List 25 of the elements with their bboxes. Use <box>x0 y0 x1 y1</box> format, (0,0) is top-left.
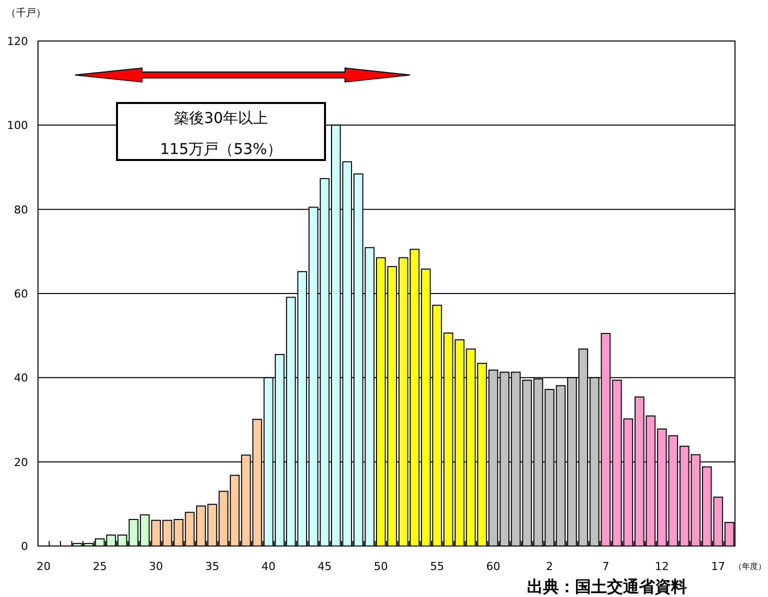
y-tick-label: 80 <box>14 203 28 216</box>
y-tick-label: 100 <box>7 119 28 132</box>
x-tick-label: 30 <box>149 560 164 573</box>
x-tick-label: 50 <box>374 560 388 573</box>
y-tick-label: 120 <box>7 35 28 48</box>
annotation: 115万戸（53%） <box>160 140 282 158</box>
y-axis-title: （千戸） <box>6 7 46 19</box>
x-tick-label: 7 <box>602 560 610 573</box>
x-tick-label: 12 <box>654 560 669 573</box>
y-tick-label: 0 <box>21 540 28 553</box>
y-tick-label: 60 <box>14 288 28 300</box>
x-tick-label: 60 <box>486 560 500 573</box>
y-tick-label: 20 <box>14 456 28 469</box>
x-tick-label: 40 <box>261 560 276 573</box>
annotation: 築後30年以上 <box>174 109 268 127</box>
source-note: 出典：国土交通省資料 <box>527 577 687 596</box>
x-tick-label: 25 <box>92 560 107 573</box>
x-tick-label: 20 <box>36 560 51 573</box>
x-tick-label: 55 <box>430 560 444 573</box>
x-tick-label: 2 <box>546 560 554 573</box>
x-tick-label: 35 <box>205 560 220 573</box>
y-tick-label: 40 <box>14 372 28 385</box>
x-axis-title: （年度） <box>734 562 766 571</box>
x-tick-label: 45 <box>318 560 332 573</box>
x-tick-label: 17 <box>711 560 726 573</box>
